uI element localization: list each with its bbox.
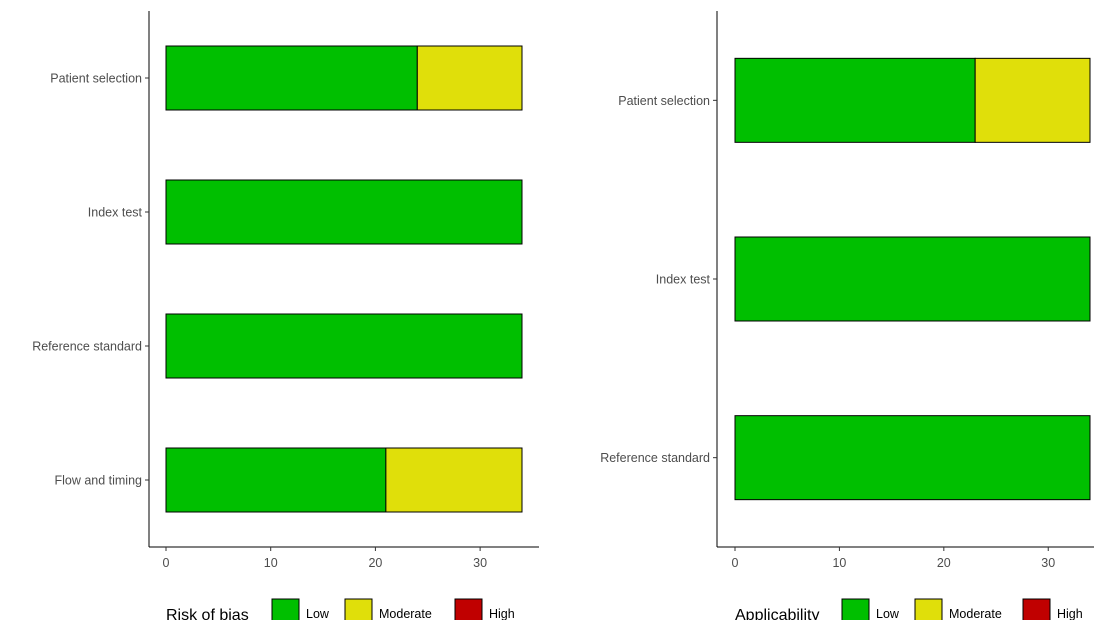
legend-swatch-low [271, 598, 300, 620]
legend-label-high: High [489, 607, 515, 620]
legend-label-low: Low [306, 607, 330, 620]
x-tick-label: 10 [832, 556, 846, 570]
x-tick-label: 20 [368, 556, 382, 570]
bar-patient-selection-moderate [974, 57, 1091, 143]
x-tick-label: 10 [264, 556, 278, 570]
legend-swatch-moderate [914, 598, 943, 620]
x-tick-label: 0 [732, 556, 739, 570]
applicability-panel: Patient selection Index test Reference sta… [600, 11, 1094, 620]
category-label-patient-selection: Patient selection [618, 94, 710, 108]
legend-title: Risk of bias [166, 607, 249, 620]
category-label-index-test: Index test [656, 273, 711, 287]
category-label-patient-selection: Patient selection [50, 72, 142, 86]
category-label-reference-standard: Reference standard [32, 340, 142, 354]
legend-label-high: High [1057, 607, 1083, 620]
bar-patient-selection-moderate [416, 45, 523, 111]
bar-patient-selection-low [734, 57, 976, 143]
risk-of-bias-panel: Patient selection Index test Reference sta… [32, 11, 539, 620]
legend-swatch-moderate [344, 598, 373, 620]
legend-title: Applicability [735, 607, 819, 620]
x-tick-label: 30 [1041, 556, 1055, 570]
legend-swatch-high [454, 598, 483, 620]
bar-index-test-low [165, 179, 523, 245]
bar-patient-selection-low [165, 45, 418, 111]
x-tick-label: 30 [473, 556, 487, 570]
bar-reference-standard-low [165, 313, 523, 379]
bar-index-test-low [734, 236, 1091, 322]
category-label-reference-standard: Reference standard [600, 451, 710, 465]
bar-reference-standard-low [734, 415, 1091, 501]
legend-label-low: Low [876, 607, 900, 620]
legend-label-moderate: Moderate [379, 607, 432, 620]
category-label-flow-and-timing: Flow and timing [54, 474, 142, 488]
legend-label-moderate: Moderate [949, 607, 1002, 620]
bar-flow-and-timing-low [165, 447, 387, 513]
x-tick-label: 20 [937, 556, 951, 570]
legend-swatch-low [841, 598, 870, 620]
bar-flow-and-timing-moderate [385, 447, 523, 513]
legend: Applicability Low Moderate High [735, 598, 1083, 620]
x-tick-label: 0 [163, 556, 170, 570]
category-label-index-test: Index test [88, 206, 143, 220]
legend: Risk of bias Low Moderate High [166, 598, 515, 620]
legend-swatch-high [1022, 598, 1051, 620]
